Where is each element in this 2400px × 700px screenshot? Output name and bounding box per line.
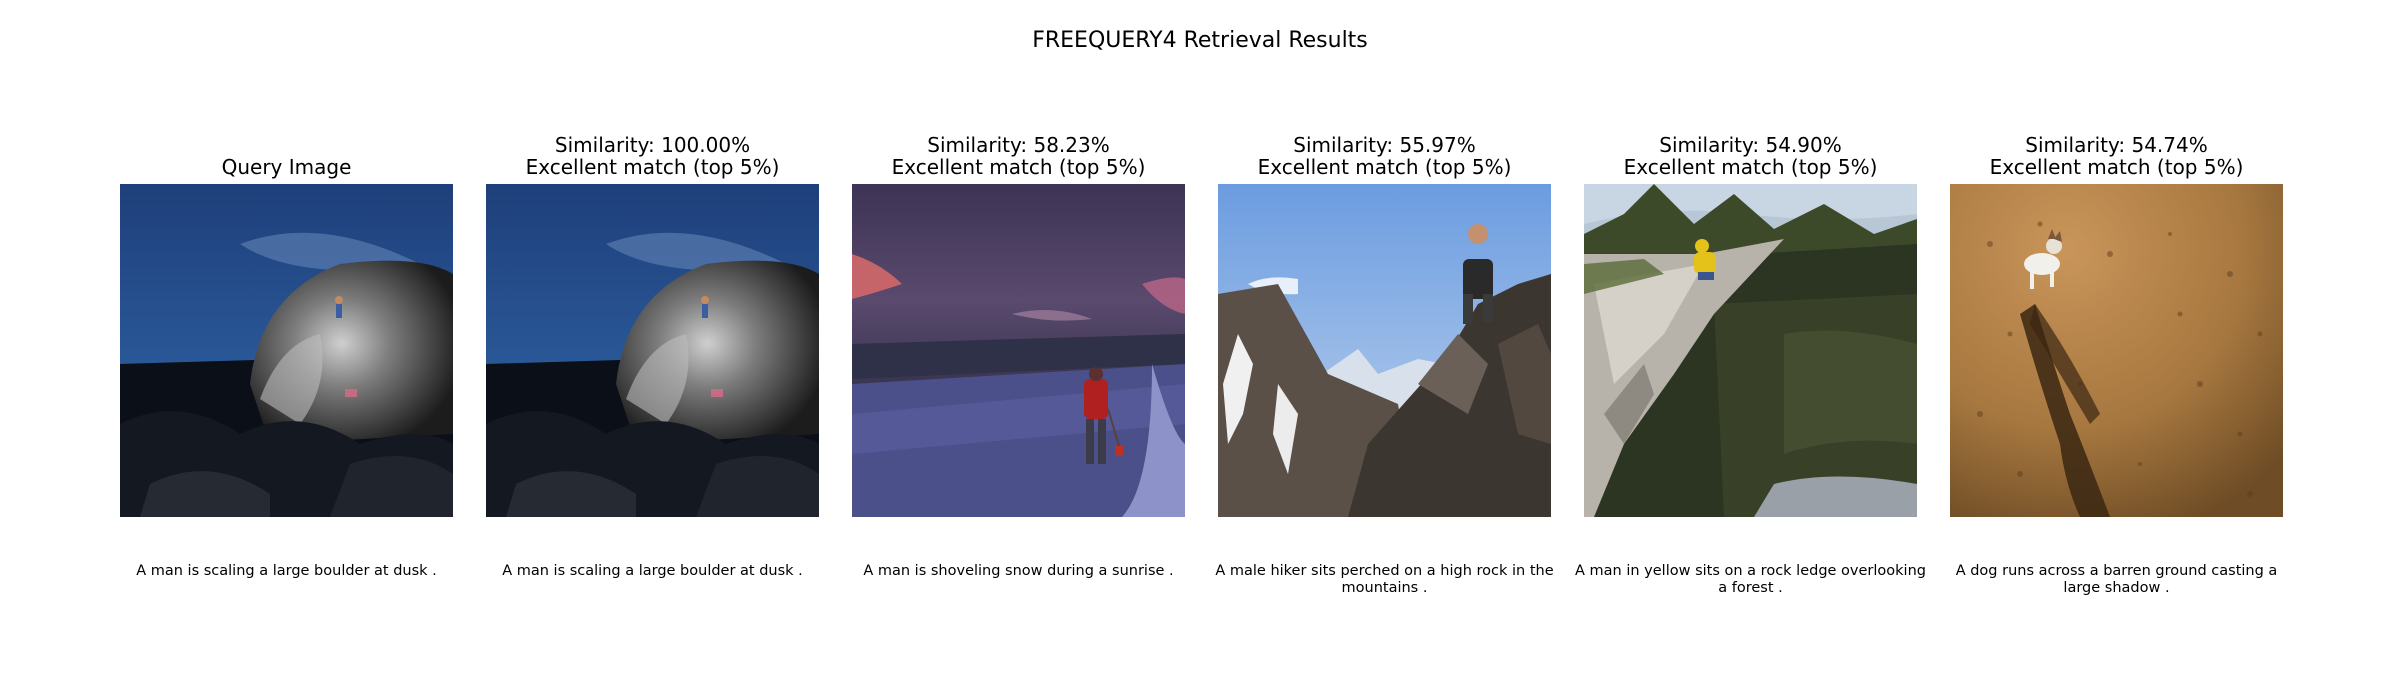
panel-title: Query Image — [100, 156, 473, 178]
panel-title: Similarity: 54.74% Excellent match (top … — [1930, 134, 2303, 178]
similarity-label: Similarity: 100.00% — [554, 133, 751, 157]
query-image — [120, 184, 453, 517]
image-caption: A man in yellow sits on a rock ledge ove… — [1575, 563, 1926, 596]
similarity-label: Similarity: 58.23% — [927, 133, 1110, 157]
match-quality-label: Excellent match (top 5%) — [525, 155, 780, 179]
match-quality-label: Excellent match (top 5%) — [891, 155, 1146, 179]
result-image — [486, 184, 819, 517]
image-caption: A man is scaling a large boulder at dusk… — [502, 563, 803, 579]
panel-title-line2: Query Image — [221, 155, 352, 179]
panel-title: Similarity: 54.90% Excellent match (top … — [1564, 134, 1937, 178]
result-image — [1218, 184, 1551, 517]
result-image — [852, 184, 1185, 517]
image-caption: A dog runs across a barren ground castin… — [1955, 563, 2278, 596]
image-caption: A man is shoveling snow during a sunrise… — [863, 563, 1174, 579]
image-caption: A male hiker sits perched on a high rock… — [1215, 563, 1554, 596]
match-quality-label: Excellent match (top 5%) — [1257, 155, 1512, 179]
similarity-label: Similarity: 54.74% — [2025, 133, 2208, 157]
match-quality-label: Excellent match (top 5%) — [1989, 155, 2244, 179]
panel-title: Similarity: 100.00% Excellent match (top… — [466, 134, 839, 178]
figure-title: FREEQUERY4 Retrieval Results — [1032, 28, 1368, 53]
panel-title: Similarity: 58.23% Excellent match (top … — [832, 134, 1205, 178]
similarity-label: Similarity: 55.97% — [1293, 133, 1476, 157]
result-image — [1950, 184, 2283, 517]
result-image — [1584, 184, 1917, 517]
match-quality-label: Excellent match (top 5%) — [1623, 155, 1878, 179]
panel-title: Similarity: 55.97% Excellent match (top … — [1198, 134, 1571, 178]
image-caption: A man is scaling a large boulder at dusk… — [136, 563, 437, 579]
similarity-label: Similarity: 54.90% — [1659, 133, 1842, 157]
